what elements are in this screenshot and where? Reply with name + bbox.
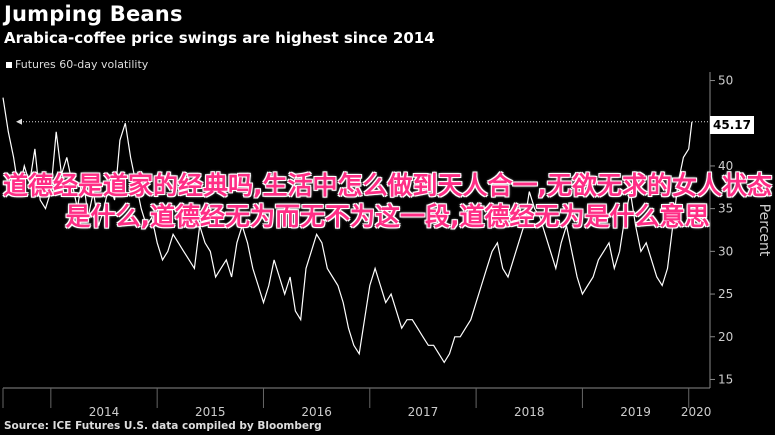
y-tick-label: 40 (718, 159, 733, 173)
y-axis-label: Percent (756, 204, 772, 257)
y-tick-label: 20 (718, 330, 733, 344)
x-tick-label: 2017 (408, 405, 439, 419)
chart-subtitle: Arabica-coffee price swings are highest … (4, 29, 435, 47)
y-tick-label: 30 (718, 244, 733, 258)
x-tick-label: 2016 (301, 405, 332, 419)
y-tick-label: 25 (718, 287, 733, 301)
y-tick-label: 15 (718, 372, 733, 386)
x-tick-label: 2018 (514, 405, 545, 419)
source-note: Source: ICE Futures U.S. data compiled b… (4, 420, 322, 432)
x-tick-label: 2014 (89, 405, 120, 419)
chart-title: Jumping Beans (4, 2, 183, 26)
x-tick-label: 2019 (620, 405, 651, 419)
x-tick-label: 2020 (681, 405, 712, 419)
legend: Futures 60-day volatility (6, 58, 148, 71)
overlay-text: 道德经是道家的经典吗,生活中怎么做到天人合一,无欲无求的女人状态是什么,道德经无… (3, 171, 772, 231)
legend-swatch (6, 61, 12, 68)
x-tick-label: 2015 (195, 405, 226, 419)
last-value-label: 45.17 (710, 116, 754, 134)
legend-label: Futures 60-day volatility (15, 58, 149, 71)
y-tick-label: 35 (718, 202, 733, 216)
reference-arrow (16, 118, 22, 125)
series-line-futures-volatility (2, 97, 693, 364)
y-tick-label: 50 (718, 74, 733, 88)
